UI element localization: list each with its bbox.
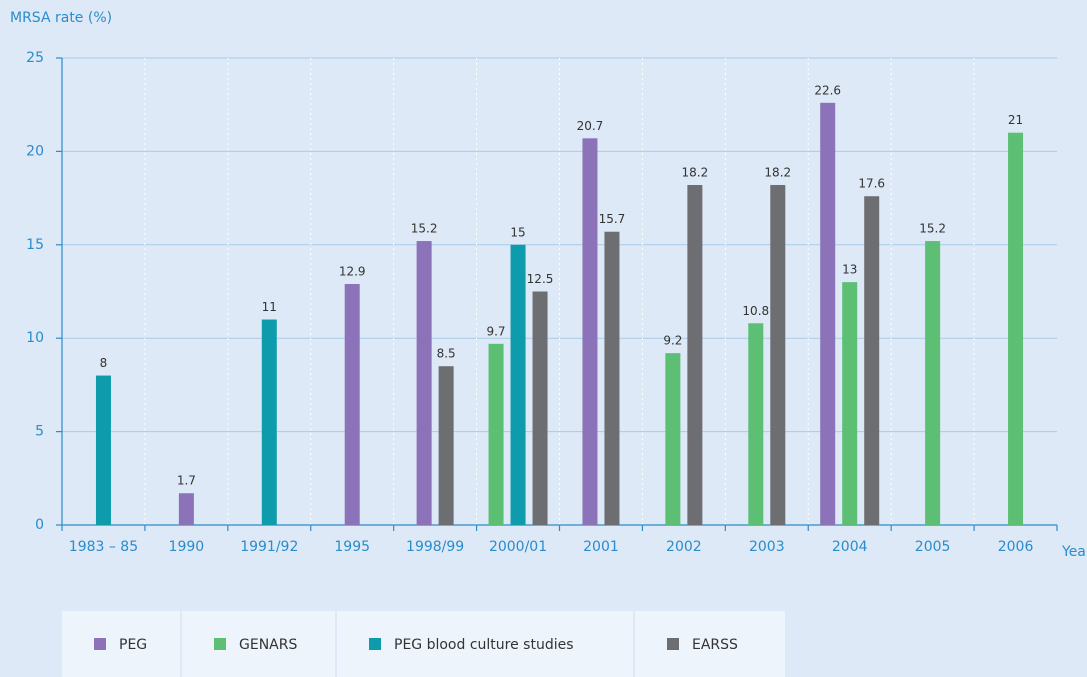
data-label: 21 [1008,113,1023,127]
bar [438,366,454,525]
bar [687,185,703,526]
x-tick-label: 1990 [169,539,205,555]
data-label: 11 [262,300,277,314]
bar [748,323,764,525]
x-tick-label: 2002 [666,539,702,555]
legend-box [337,611,633,677]
y-tick-label: 5 [35,424,44,440]
data-label: 17.6 [858,177,885,191]
data-label: 15.7 [599,212,626,226]
x-tick-label: 2004 [832,539,868,555]
legend-swatch [214,638,226,650]
y-tick-label: 25 [26,50,44,66]
bar [820,102,836,525]
data-label: 13 [842,263,857,277]
bar [582,138,598,525]
data-label: 8 [100,356,108,370]
y-tick-label: 15 [26,237,44,253]
legend-label: PEG blood culture studies [394,637,574,653]
bar [842,282,858,525]
bar [604,231,620,525]
legend-box [62,611,180,677]
data-label: 1.7 [177,474,196,488]
legend-box [182,611,335,677]
y-tick-label: 20 [26,143,44,159]
data-label: 15.2 [919,222,946,236]
data-label: 15 [510,225,525,239]
bar [178,493,194,525]
x-tick-label: 2005 [915,539,951,555]
bar [770,185,786,526]
bar [925,241,941,525]
data-label: 20.7 [577,119,604,133]
data-label: 22.6 [814,83,841,97]
data-label: 15.2 [411,222,438,236]
data-label: 18.2 [764,166,791,180]
bar [416,241,432,525]
x-axis-title: Year [1061,544,1087,560]
bar [488,343,504,525]
legend-swatch [94,638,106,650]
data-label: 12.5 [527,272,554,286]
legend-swatch [369,638,381,650]
x-tick-label: 1983 – 85 [69,539,138,555]
bar [510,244,526,526]
x-tick-label: 2001 [583,539,619,555]
x-tick-label: 1995 [334,539,370,555]
x-tick-label: 1998/99 [406,539,464,555]
x-tick-label: 1991/92 [240,539,298,555]
x-tick-label: 2006 [998,539,1034,555]
bar [665,353,681,525]
data-label: 12.9 [339,265,366,279]
legend-swatch [667,638,679,650]
y-tick-label: 0 [35,517,44,533]
x-tick-label: 2003 [749,539,785,555]
legend-box [635,611,785,677]
bar [532,291,548,525]
data-label: 10.8 [742,304,769,318]
data-label: 18.2 [682,166,709,180]
y-tick-label: 10 [26,330,44,346]
bar [344,284,360,525]
y-axis-title: MRSA rate (%) [10,10,112,26]
data-label: 8.5 [437,347,456,361]
bar [864,196,880,525]
data-label: 9.2 [663,334,682,348]
data-label: 9.7 [486,324,505,338]
x-tick-label: 2000/01 [489,539,547,555]
legend-label: GENARS [239,637,297,653]
bar [95,375,111,525]
legend-label: EARSS [692,637,738,653]
legend-label: PEG [119,637,147,653]
bar [261,319,277,525]
bar [1008,132,1024,525]
